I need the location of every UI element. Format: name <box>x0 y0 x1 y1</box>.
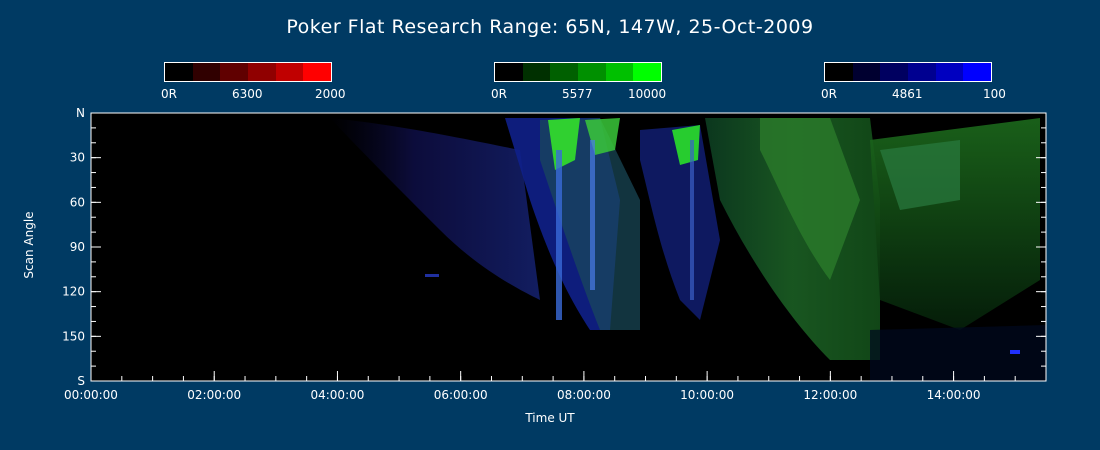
colorbar-5577-segment <box>578 63 606 81</box>
y-tick-label: 60 <box>70 195 85 209</box>
colorbar-4861-segment <box>935 63 964 81</box>
colorbar-6300-min-label: 0R <box>161 87 177 101</box>
x-tick-label: 08:00:00 <box>557 388 611 402</box>
colorbar-4861-segment <box>963 63 992 81</box>
colorbar-5577-max-label: 10000 <box>628 87 667 101</box>
chart-title: Poker Flat Research Range: 65N, 147W, 25… <box>286 16 814 38</box>
colorbar-5577-name: 5577 <box>562 87 593 101</box>
y-tick-label: 150 <box>62 329 85 343</box>
x-tick-label: 14:00:00 <box>927 388 981 402</box>
colorbar-5577-segment <box>605 63 634 81</box>
colorbar-6300-segment <box>165 63 193 81</box>
y-axis-title: Scan Angle <box>22 211 36 279</box>
x-tick-label: 00:00:00 <box>64 388 118 402</box>
y-axis: N 30 60 90 120 150 S <box>62 106 1046 388</box>
aurora-emission-layer <box>330 118 1046 381</box>
x-axis-title: Time UT <box>525 411 575 425</box>
colorbar-4861-segment <box>880 63 909 81</box>
x-tick-label: 10:00:00 <box>680 388 734 402</box>
x-tick-label: 06:00:00 <box>434 388 488 402</box>
colorbar-6300-segment <box>303 63 332 81</box>
x-tick-label: 12:00:00 <box>803 388 857 402</box>
colorbar-4861-min-label: 0R <box>821 87 837 101</box>
colorbar-4861 <box>824 62 992 82</box>
y-tick-label: S <box>77 374 85 388</box>
colorbar-5577-segment <box>633 63 662 81</box>
colorbar-4861-segment <box>852 63 881 81</box>
colorbar-5577-segment <box>522 63 551 81</box>
y-tick-label: 120 <box>62 285 85 299</box>
colorbar-5577 <box>494 62 662 82</box>
colorbar-5577-segment <box>550 63 579 81</box>
colorbar-5577-segment <box>495 63 523 81</box>
colorbar-4861-max-label: 100 <box>983 87 1006 101</box>
colorbar-5577-min-label: 0R <box>491 87 507 101</box>
colorbar-4861-segment <box>908 63 936 81</box>
x-tick-label: 04:00:00 <box>310 388 364 402</box>
y-tick-label: 30 <box>70 151 85 165</box>
colorbar-6300-segment <box>220 63 249 81</box>
colorbar-4861-name: 4861 <box>892 87 923 101</box>
colorbar-6300-segment <box>275 63 304 81</box>
colorbar-6300-max-label: 2000 <box>315 87 346 101</box>
colorbar-6300 <box>164 62 332 82</box>
x-axis: 00:00:00 02:00:00 04:00:00 06:00:00 08:00:00… <box>64 371 1047 402</box>
colorbar-6300-segment <box>248 63 276 81</box>
colorbar-6300-segment <box>192 63 221 81</box>
x-tick-label: 02:00:00 <box>187 388 241 402</box>
colorbar-4861-segment <box>825 63 853 81</box>
colorbar-6300-name: 6300 <box>232 87 263 101</box>
y-tick-label: 90 <box>70 240 85 254</box>
y-tick-label: N <box>76 106 85 120</box>
